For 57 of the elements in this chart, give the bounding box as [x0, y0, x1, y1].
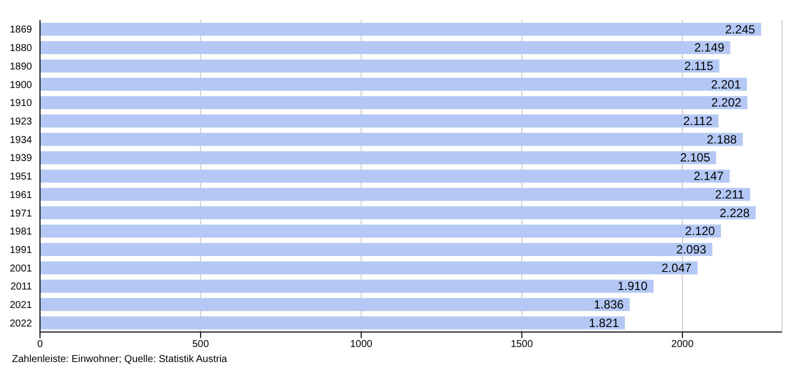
bar [40, 132, 743, 146]
y-tick-label: 1934 [10, 134, 32, 146]
text: Zahlenleiste: Einwohner; Quelle: Statistik Austria [12, 354, 228, 365]
bar [40, 151, 716, 164]
y-tick-label: 1900 [10, 80, 32, 91]
y-tick-label: 1880 [10, 43, 32, 54]
data-label: 1.910 [617, 279, 648, 294]
y-tick-label: 2001 [10, 263, 32, 274]
y-tick-label: 1923 [10, 116, 32, 128]
y-tick-label: 1869 [10, 24, 32, 36]
data-label: 2.147 [694, 169, 724, 184]
bar [40, 59, 720, 72]
bar [40, 242, 712, 256]
bar [40, 280, 654, 293]
y-tick-label: 1991 [10, 244, 32, 256]
data-label: 2.105 [680, 150, 710, 165]
x-tick-label: 2000 [671, 339, 694, 350]
x-tick-label: 0 [37, 339, 44, 350]
data-label: 2.202 [711, 96, 742, 110]
bar [40, 224, 721, 238]
data-label: 2.112 [683, 114, 713, 128]
data-label: 2.245 [725, 22, 756, 36]
data-label: 1.836 [594, 298, 624, 312]
y-tick-label: 1910 [10, 98, 32, 110]
y-tick-label: 1971 [10, 208, 32, 220]
y-tick-label: 1939 [10, 153, 32, 164]
data-label: 2.201 [710, 77, 742, 92]
data-label: 2.188 [706, 132, 738, 146]
y-tick-label: 1961 [10, 190, 32, 201]
y-tick-label: 2011 [10, 282, 32, 293]
data-label: 1.821 [588, 316, 620, 330]
data-label: 2.211 [715, 187, 745, 202]
data-label: 2.228 [720, 206, 750, 220]
bar [40, 316, 625, 330]
y-tick-label: 2022 [10, 318, 32, 330]
data-label: 2.093 [676, 242, 707, 256]
data-label: 2.120 [684, 224, 716, 238]
bar [40, 96, 748, 110]
data-label: 2.115 [684, 58, 714, 73]
y-tick-label: 1981 [10, 226, 32, 238]
bar [40, 22, 762, 36]
y-tick-label: 1951 [10, 172, 32, 183]
x-tick-label: 1000 [350, 339, 373, 350]
bar [40, 206, 756, 220]
data-label: 2.149 [694, 40, 725, 55]
bar [40, 188, 750, 201]
bar [40, 114, 718, 128]
bar [40, 170, 730, 183]
x-tick-label: 1500 [510, 339, 534, 350]
data-label: 2.047 [661, 260, 692, 275]
y-tick-label: 1890 [10, 61, 32, 72]
x-tick-label: 500 [192, 339, 210, 350]
bar [40, 298, 630, 312]
bar [40, 261, 698, 274]
bar [40, 41, 730, 54]
bar [40, 78, 747, 91]
y-tick-label: 2021 [10, 300, 32, 312]
